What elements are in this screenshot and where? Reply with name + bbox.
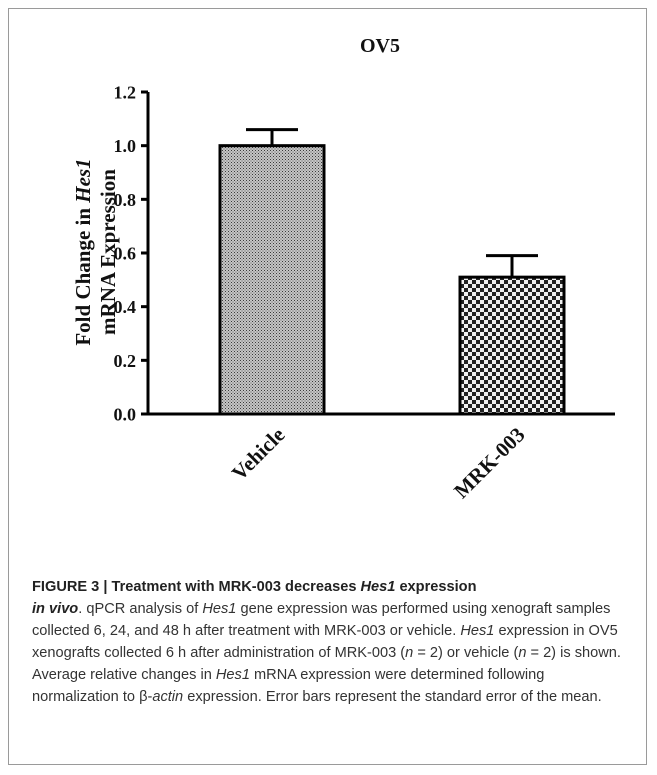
figure-caption: FIGURE 3 | Treatment with MRK-003 decrea… bbox=[32, 576, 632, 708]
caption-head-invivo: in vivo bbox=[32, 601, 78, 617]
x-tick-label: MRK-003 bbox=[449, 423, 529, 503]
y-tick-label: 1.0 bbox=[114, 136, 137, 156]
caption-head-gene: Hes1 bbox=[361, 579, 396, 595]
y-axis-label-gene: Hes1 bbox=[71, 158, 95, 203]
chart-title: OV5 bbox=[360, 35, 400, 57]
caption-head-text-2: expression bbox=[395, 579, 476, 595]
caption-gene: Hes1 bbox=[202, 601, 236, 617]
bars bbox=[220, 146, 564, 414]
caption-head-text: Treatment with MRK-003 decreases bbox=[112, 579, 361, 595]
y-tick-label: 0.8 bbox=[114, 190, 137, 210]
caption-gene: Hes1 bbox=[216, 667, 250, 683]
figure-label: FIGURE 3 | bbox=[32, 579, 112, 595]
x-tick-labels: Vehicle MRK-003 bbox=[227, 423, 530, 503]
y-tick-label: 0.2 bbox=[114, 351, 137, 371]
caption-gene: Hes1 bbox=[460, 623, 494, 639]
svg-text:Fold Change in Hes1: Fold Change in Hes1 bbox=[71, 158, 95, 345]
bar-vehicle bbox=[220, 146, 324, 414]
y-tick-label: 0.0 bbox=[114, 405, 137, 425]
y-ticks: 0.0 0.2 0.4 0.6 0.8 1.0 1.2 bbox=[114, 83, 149, 425]
bar-chart: OV5 Fold Change in Hes1 mRNA Expression … bbox=[0, 0, 657, 570]
y-axis-label-line1: Fold Change in bbox=[71, 203, 95, 346]
y-tick-label: 1.2 bbox=[114, 83, 137, 103]
caption-gene: actin bbox=[152, 689, 183, 705]
x-tick-label: Vehicle bbox=[227, 423, 290, 486]
caption-text: = 2) or vehicle ( bbox=[413, 645, 518, 661]
caption-text: . qPCR analysis of bbox=[78, 601, 202, 617]
bar-mrk-003 bbox=[460, 277, 564, 414]
y-tick-label: 0.6 bbox=[114, 244, 137, 264]
y-tick-label: 0.4 bbox=[114, 297, 137, 317]
caption-text: expression. Error bars represent the sta… bbox=[183, 689, 602, 705]
